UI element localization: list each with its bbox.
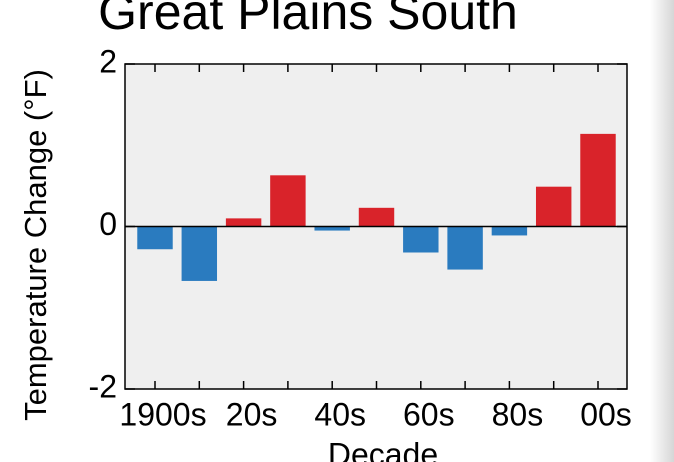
- bar: [535, 186, 572, 227]
- bar: [270, 175, 306, 227]
- bar: [225, 218, 262, 227]
- x-tick-label: 40s: [314, 396, 366, 432]
- bar: [447, 226, 483, 270]
- y-tick-label: 0: [99, 206, 117, 242]
- bar: [181, 226, 218, 281]
- bar: [137, 226, 173, 250]
- x-axis-label: Decade: [328, 436, 438, 462]
- bar: [403, 226, 439, 253]
- bar: [491, 226, 528, 236]
- chart-title: Great Plains South: [98, 0, 518, 40]
- x-tick-label: 00s: [580, 396, 632, 432]
- y-tick-label: 2: [99, 43, 117, 79]
- shadow: [650, 0, 674, 462]
- bar: [580, 133, 616, 227]
- x-tick-label: 1900s: [119, 396, 206, 432]
- y-tick-label: -2: [89, 368, 117, 404]
- x-tick-label: 60s: [403, 396, 455, 432]
- bar: [314, 226, 350, 231]
- plot-frame: [124, 63, 628, 390]
- bar: [358, 207, 395, 227]
- y-axis-label: Temperature Change (°F): [18, 69, 53, 421]
- x-tick-label: 20s: [226, 396, 278, 432]
- x-tick-label: 80s: [492, 396, 544, 432]
